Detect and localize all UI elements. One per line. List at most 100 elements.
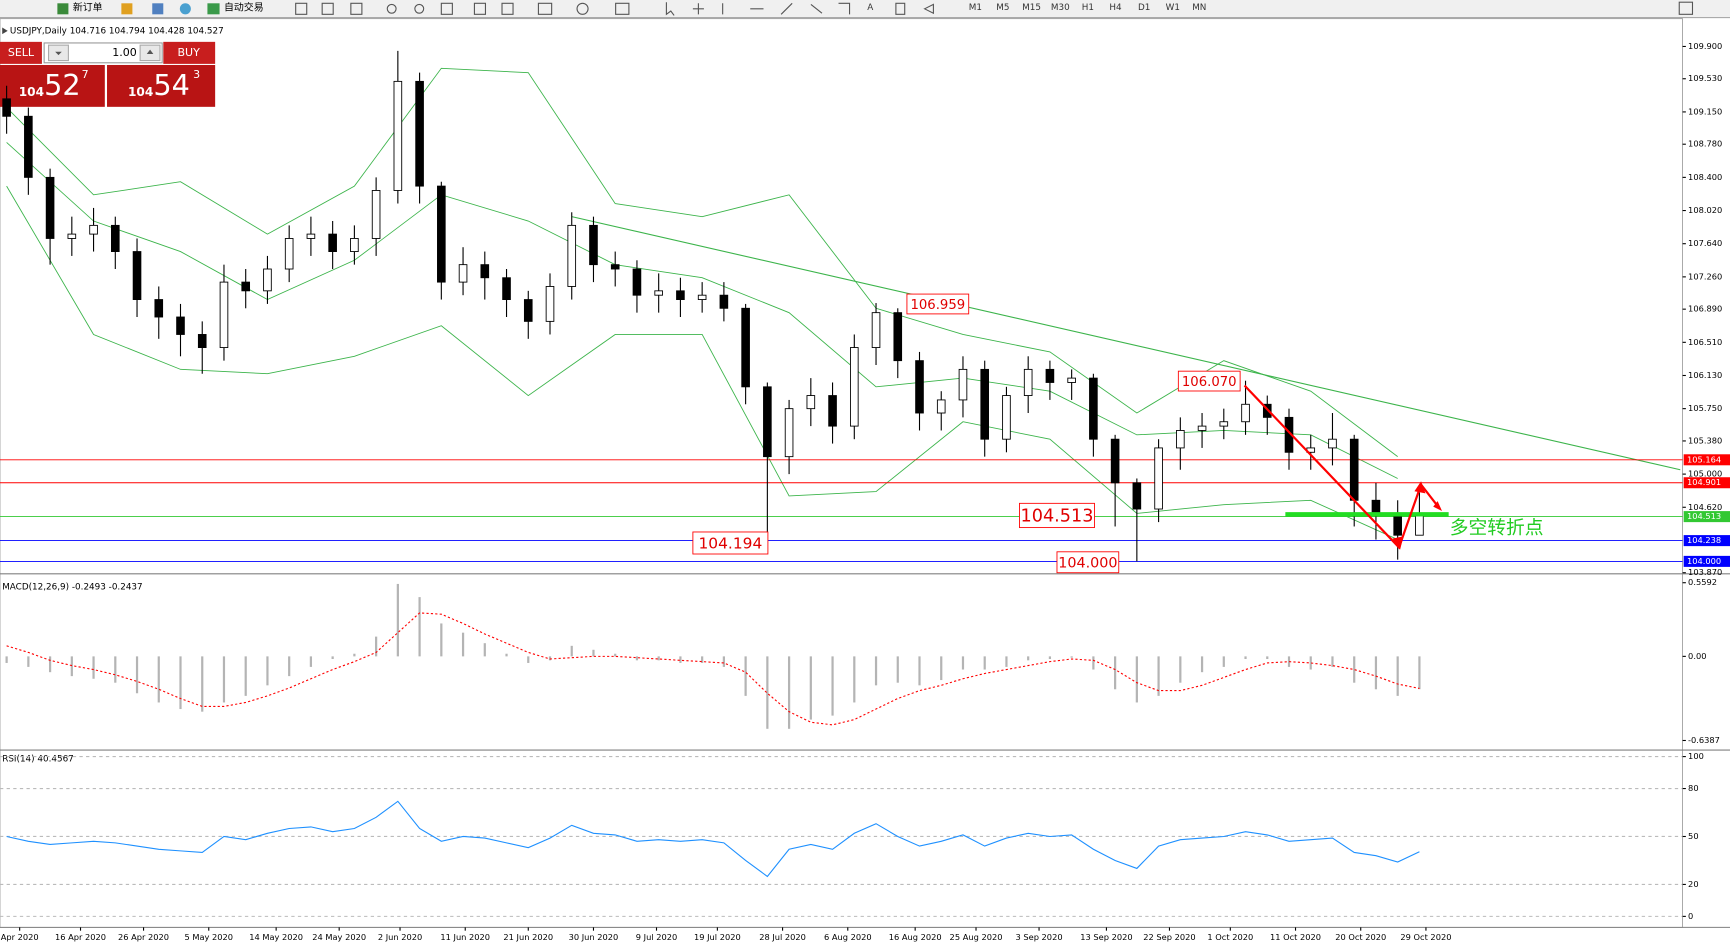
macd-bar xyxy=(1027,656,1030,661)
volume-field[interactable] xyxy=(43,42,163,64)
auto-trading-button[interactable]: 自动交易 xyxy=(224,1,264,14)
macd-bar xyxy=(961,656,965,670)
timeframe-button[interactable]: W1 xyxy=(1166,3,1180,13)
x-tick-label: 19 Jul 2020 xyxy=(694,932,741,942)
auto-trading-icon[interactable] xyxy=(207,3,220,15)
tool-icon[interactable] xyxy=(350,2,363,15)
annotation-box xyxy=(1177,370,1241,392)
x-tick-label: 13 Sep 2020 xyxy=(1080,932,1132,942)
candle-body xyxy=(676,290,685,301)
macd-bar xyxy=(635,656,639,661)
candle-body xyxy=(415,80,424,187)
macd-bar xyxy=(1157,656,1160,696)
candle-body xyxy=(1067,377,1076,383)
arrow-heads xyxy=(1392,481,1443,550)
macd-bar xyxy=(418,597,421,657)
new-order-button[interactable]: 新订单 xyxy=(73,1,103,14)
candle-body xyxy=(871,312,881,349)
candle-body xyxy=(219,281,229,349)
y-tick-label: 108.020 xyxy=(1688,205,1722,215)
macd-bar xyxy=(1222,656,1225,667)
candle-body xyxy=(567,224,577,287)
timeframe-button[interactable]: H1 xyxy=(1082,3,1094,13)
macd-bar xyxy=(722,656,725,667)
line-tools[interactable] xyxy=(722,2,793,15)
macd-bar xyxy=(201,656,204,712)
candle-body xyxy=(480,264,490,279)
bid-fraction: 7 xyxy=(82,68,89,81)
macd-bar xyxy=(787,656,791,729)
tool-icon[interactable] xyxy=(321,2,334,15)
sell-button[interactable] xyxy=(0,41,42,64)
timeframe-button[interactable]: M15 xyxy=(1022,3,1041,13)
candle-body xyxy=(45,176,55,239)
macd-bar xyxy=(266,656,269,686)
macd-signal xyxy=(6,612,1420,726)
cursor-icon[interactable] xyxy=(665,2,675,16)
candle-body xyxy=(132,251,142,301)
bollinger-band xyxy=(6,142,1398,479)
candle-body xyxy=(393,80,403,191)
macd-bar xyxy=(1331,656,1334,667)
macd-bar xyxy=(461,632,465,657)
arrow-tool[interactable] xyxy=(923,3,934,15)
bid-box[interactable] xyxy=(0,64,105,107)
text-tool[interactable] xyxy=(895,2,906,15)
candle-body xyxy=(263,268,272,292)
timeframe-button[interactable]: M30 xyxy=(1051,3,1070,13)
timeframe-button[interactable]: M5 xyxy=(996,3,1009,13)
x-tick-label: 9 Jul 2020 xyxy=(636,932,677,942)
tool-icon[interactable] xyxy=(295,2,308,15)
candle-body xyxy=(1002,395,1011,440)
rsi-title: RSI(14) 40.4567 xyxy=(2,754,74,764)
macd-bar xyxy=(48,656,52,673)
draw-tools[interactable] xyxy=(810,2,851,15)
zoom-in-icon[interactable] xyxy=(386,3,397,14)
candle-body xyxy=(1197,425,1207,431)
macd-bar xyxy=(179,656,182,710)
candle-body xyxy=(741,307,750,388)
buy-button[interactable] xyxy=(163,41,216,64)
candle-body xyxy=(828,395,837,427)
text-label-tool[interactable]: A xyxy=(867,3,873,13)
timeframe-button[interactable]: M1 xyxy=(969,3,982,13)
volume-value[interactable]: 1.00 xyxy=(112,46,137,59)
tool-icon[interactable] xyxy=(473,2,487,15)
y-tick-label: 50 xyxy=(1688,831,1699,841)
period-icon[interactable] xyxy=(576,2,589,15)
timeframe-button[interactable]: MN xyxy=(1192,3,1206,13)
x-tick-label: 14 May 2020 xyxy=(249,932,303,942)
zoom-out-icon[interactable] xyxy=(414,3,425,14)
search-icon[interactable] xyxy=(1678,1,1694,15)
macd-bar xyxy=(766,656,769,729)
y-tick-label: 109.150 xyxy=(1688,106,1722,116)
macd-bar xyxy=(1005,656,1008,667)
buy-label[interactable]: BUY xyxy=(177,46,200,59)
y-tick-label: 106.890 xyxy=(1688,304,1722,314)
price-level-tag xyxy=(1683,511,1730,523)
price-level-tag xyxy=(1683,477,1730,489)
ask-box[interactable] xyxy=(107,64,216,107)
macd-bar xyxy=(483,643,486,657)
crosshair-icon[interactable] xyxy=(692,3,704,15)
toolbar-icon[interactable] xyxy=(152,3,164,15)
annotation-note: 多空转折点 xyxy=(1450,518,1544,539)
tool-icon[interactable] xyxy=(501,2,514,15)
sell-label[interactable]: SELL xyxy=(8,46,35,59)
timeframe-button[interactable]: D1 xyxy=(1138,3,1150,13)
price-level-label: 104.238 xyxy=(1687,535,1721,545)
macd-bar xyxy=(375,636,378,657)
candle-body xyxy=(1132,482,1142,510)
timeframe-button[interactable]: H4 xyxy=(1109,3,1122,13)
candle-body xyxy=(154,299,164,318)
indicator-icon[interactable] xyxy=(537,2,553,15)
new-order-icon[interactable] xyxy=(57,3,69,15)
annotation-label: 104.000 xyxy=(1058,555,1117,571)
candle-body xyxy=(350,238,359,252)
toolbar-icon[interactable] xyxy=(179,3,191,15)
template-icon[interactable] xyxy=(615,2,630,15)
toolbar-icon[interactable] xyxy=(121,3,133,15)
y-tick-label: 0.5592 xyxy=(1688,577,1717,587)
tool-icon[interactable] xyxy=(440,2,453,15)
